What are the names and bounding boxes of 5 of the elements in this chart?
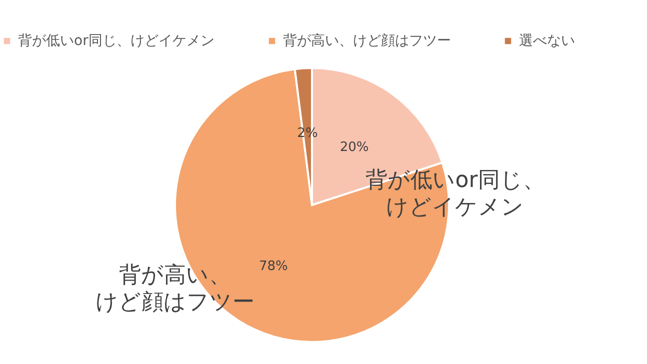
data-label: 20% [340, 140, 369, 155]
legend-label: 選べない [519, 33, 575, 49]
legend-label: 背が高い、けど顔はフツー [283, 33, 451, 49]
legend-label: 背が低いor同じ、けどイケメン [18, 33, 214, 49]
data-label: 78% [258, 258, 288, 274]
